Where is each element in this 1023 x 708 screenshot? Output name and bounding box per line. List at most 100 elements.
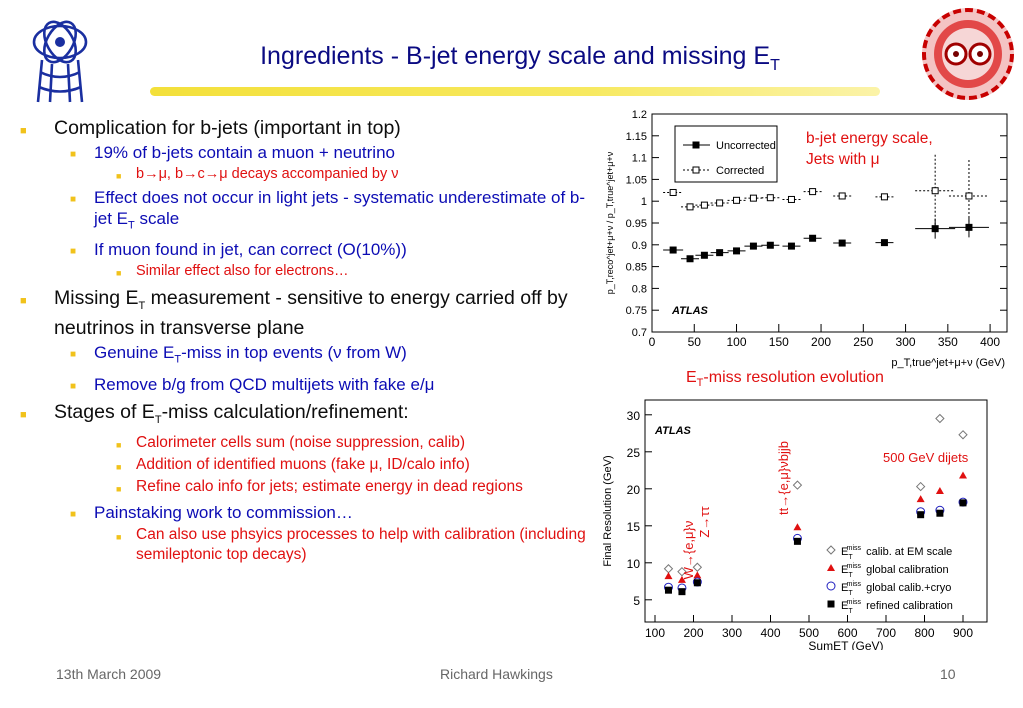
bjet-annotation: b-jet energy scale, Jets with μ: [806, 128, 933, 170]
data-point: [915, 481, 926, 492]
w-process-label: W→{e,μ}ν: [681, 521, 696, 580]
y-tick-label: 1.15: [626, 131, 647, 143]
data-point: [793, 523, 802, 531]
data-point: [766, 241, 774, 249]
atlas-logo: [28, 12, 96, 107]
title-subscript: T: [770, 57, 780, 74]
x-tick-label: 900: [953, 626, 973, 640]
data-point: [700, 201, 708, 209]
legend-label: ETmiss global calib.+cryo: [841, 581, 951, 597]
y-tick-label: 25: [627, 446, 641, 460]
footer-date: 13th March 2009: [56, 666, 162, 682]
x-tick-label: 700: [876, 626, 896, 640]
data-point: [716, 249, 724, 257]
data-point: [838, 239, 846, 247]
lhc-ring-logo: [918, 4, 1018, 104]
y-tick-label: 15: [627, 520, 641, 534]
x-tick-label: 100: [645, 626, 665, 640]
y-tick-label: 0.85: [626, 262, 647, 274]
data-point: [880, 193, 888, 201]
y-axis-label: Final Resolution (GeV): [602, 455, 614, 566]
legend-label: ETmiss global calibration: [841, 563, 949, 579]
bullet-item: ■ Addition of identified muons (fake μ, I…: [116, 455, 470, 473]
x-tick-label: 150: [769, 335, 789, 349]
atlas-label: ATLAS: [671, 305, 709, 317]
plot-frame: [644, 399, 988, 623]
legend-marker: [827, 564, 835, 571]
bullet-item: ■ Remove b/g from QCD multijets with fake…: [70, 374, 435, 394]
x-tick-label: 200: [683, 626, 703, 640]
x-tick-label: 500: [799, 626, 819, 640]
data-point: [931, 225, 939, 233]
bullet-item: ■ Painstaking work to commission…: [70, 502, 353, 522]
slide-title: Ingredients - B-jet energy scale and mis…: [150, 42, 890, 75]
x-tick-label: 350: [938, 335, 958, 349]
y-tick-label: 5: [633, 594, 640, 608]
bullet-item: ■ Missing ET measurement - sensitive to e…: [20, 287, 568, 340]
data-point: [664, 586, 672, 594]
bullet-item: ■ Genuine ET-miss in top events (ν from W…: [70, 343, 407, 366]
data-point: [692, 562, 703, 572]
data-point: [935, 487, 944, 495]
y-tick-label: 0.7: [632, 327, 647, 339]
y-tick-label: 10: [627, 557, 641, 571]
x-axis-label: SumET (GeV): [808, 639, 883, 650]
legend-marker: [826, 581, 836, 591]
y-tick-label: 0.9: [632, 240, 647, 252]
x-tick-label: 400: [760, 626, 780, 640]
data-point: [965, 192, 973, 200]
y-tick-label: 1.2: [632, 109, 647, 121]
bullet-item: ■ Refine calo info for jets; estimate ene…: [116, 477, 523, 495]
data-point: [677, 575, 686, 583]
data-point: [917, 511, 925, 519]
data-point: [787, 195, 795, 203]
data-point: [733, 196, 741, 204]
data-point: [686, 255, 694, 263]
y-tick-label: 1.05: [626, 174, 647, 186]
legend-label: Corrected: [716, 165, 764, 177]
footer-page-number: 10: [940, 666, 956, 682]
data-point: [793, 537, 801, 545]
y-tick-label: 0.8: [632, 283, 647, 295]
x-tick-label: 100: [727, 335, 747, 349]
data-point: [686, 203, 694, 211]
data-point: [916, 495, 925, 503]
bullet-item: ■ 19% of b-jets contain a muon + neutrino: [70, 143, 395, 162]
data-point: [677, 566, 687, 577]
data-point: [958, 430, 968, 440]
legend-label: ETmiss calib. at EM scale: [841, 545, 952, 561]
bullet-item: ■ b→μ, b→c→μ decays accompanied by ν: [116, 166, 399, 182]
x-tick-label: 0: [649, 335, 656, 349]
data-point: [733, 247, 741, 255]
y-tick-label: 0.95: [626, 218, 647, 230]
dijets-label: 500 GeV dijets: [883, 450, 969, 465]
bjet-scale-chart: 0.7 0.75 0.8 0.85 0.9 0.95 1 1.05 1.1 1.15 1.2 0 50 1…: [597, 100, 1022, 370]
y-tick-label: 30: [627, 409, 641, 423]
bullet-item: ■ If muon found in jet, can correct (O(10…: [70, 240, 407, 260]
data-point: [678, 588, 686, 596]
x-tick-label: 300: [722, 626, 742, 640]
ttbar-process-label: tt→{e,μ}νbjjb: [776, 441, 791, 515]
y-tick-label: 0.75: [626, 305, 647, 317]
data-point: [787, 242, 795, 250]
bullet-item: ■ Effect does not occur in light jets - s…: [70, 188, 586, 232]
legend-label: Uncorrected: [716, 140, 776, 152]
data-point: [766, 194, 774, 202]
data-point: [716, 199, 724, 207]
legend-marker: [692, 166, 700, 174]
etmiss-resolution-chart: 5 10 15 20 25 30 100 200 300 400 500 600 700 800 900 Su…: [597, 390, 1022, 653]
data-point: [838, 192, 846, 200]
data-point: [935, 413, 945, 424]
y-tick-label: 1: [641, 196, 647, 208]
x-tick-label: 300: [896, 335, 916, 349]
data-point: [792, 480, 803, 490]
legend-label: ETmiss refined calibration: [841, 599, 953, 615]
data-point: [669, 246, 677, 254]
data-point: [809, 234, 817, 242]
legend-marker: [827, 600, 835, 608]
x-tick-label: 400: [980, 335, 1000, 349]
atlas-label: ATLAS: [654, 425, 692, 437]
y-tick-label: 1.1: [632, 153, 647, 165]
footer-author: Richard Hawkings: [440, 666, 553, 682]
bullet-list: ■ Complication for b-jets (important in t…: [18, 114, 598, 565]
